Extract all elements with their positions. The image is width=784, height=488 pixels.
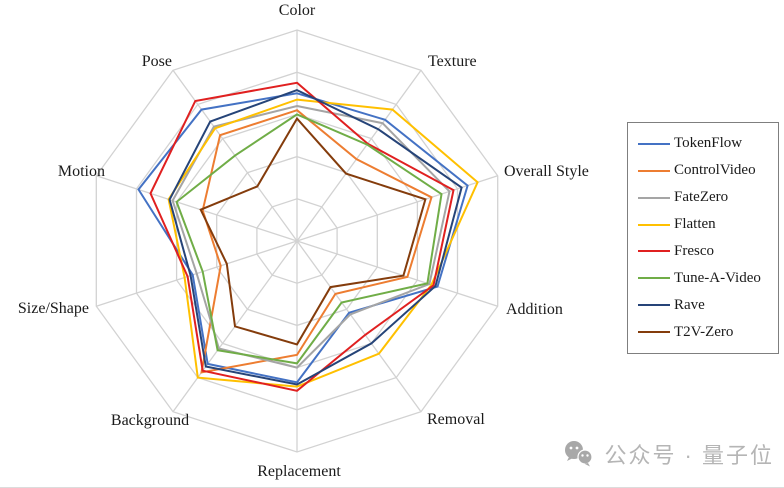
- legend-swatch: [638, 223, 670, 226]
- axis-spoke: [296, 69, 422, 242]
- series-polygon-T2V-Zero: [199, 116, 427, 346]
- legend-swatch: [638, 196, 670, 199]
- legend-label: ControlVideo: [674, 162, 756, 179]
- legend-swatch: [638, 277, 670, 280]
- legend-swatch: [638, 142, 670, 145]
- axis-label-addition: Addition: [506, 301, 563, 318]
- legend-swatch: [638, 250, 670, 253]
- series-polygon-Tune-A-Video: [175, 113, 443, 365]
- axis-label-motion: Motion: [57, 163, 105, 180]
- wechat-icon: [565, 441, 594, 467]
- legend: TokenFlow ControlVideo FateZero Flatten Fres…: [627, 122, 779, 354]
- axis-label-background: Background: [110, 412, 190, 429]
- watermark: 公众号 · 量子位: [562, 438, 774, 470]
- legend-label: Rave: [674, 296, 705, 313]
- series-polygon-FateZero: [171, 104, 451, 369]
- legend-swatch: [638, 331, 670, 333]
- grid-ring: [216, 155, 378, 327]
- legend-label: FateZero: [674, 189, 729, 206]
- legend-label: TokenFlow: [674, 135, 743, 152]
- grid-ring: [256, 198, 338, 284]
- axis-label-texture: Texture: [428, 53, 477, 70]
- legend-item-Flatten: Flatten: [638, 213, 778, 237]
- axis-spoke: [296, 175, 498, 242]
- legend-item-TokenFlow: TokenFlow: [638, 132, 778, 156]
- axis-label-overall-style: Overall Style: [504, 163, 589, 180]
- axis-label-removal: Removal: [427, 411, 485, 428]
- legend-item-T2V-Zero: T2V-Zero: [638, 320, 778, 344]
- series-polygon-ControlVideo: [200, 109, 433, 374]
- axis-spoke: [296, 240, 498, 307]
- axis-spoke: [96, 175, 298, 242]
- legend-label: Fresco: [674, 242, 714, 259]
- series-polygon-TokenFlow: [137, 92, 469, 384]
- legend-item-FateZero: FateZero: [638, 186, 778, 210]
- axis-label-size-shape: Size/Shape: [17, 300, 89, 317]
- legend-swatch: [638, 304, 670, 307]
- axis-label-pose: Pose: [141, 53, 172, 70]
- legend-label: Flatten: [674, 216, 716, 232]
- legend-item-Rave: Rave: [638, 293, 778, 317]
- series-polygon-Flatten: [167, 98, 479, 388]
- grid-ring: [95, 29, 499, 453]
- legend-swatch: [638, 169, 670, 172]
- watermark-text: 公众号 · 量子位: [604, 443, 774, 468]
- axis-label-color: Color: [278, 2, 316, 19]
- legend-item-Tune-A-Video: Tune-A-Video: [638, 266, 778, 290]
- legend-label: T2V-Zero: [674, 323, 734, 340]
- legend-item-ControlVideo: ControlVideo: [638, 159, 778, 183]
- series-polygon-Rave: [168, 89, 463, 386]
- series-polygon-Fresco: [149, 81, 455, 392]
- legend-item-Fresco: Fresco: [638, 239, 778, 263]
- legend-label: Tune-A-Video: [674, 269, 761, 286]
- axis-label-replacement: Replacement: [257, 463, 341, 480]
- axis-spoke: [296, 240, 422, 413]
